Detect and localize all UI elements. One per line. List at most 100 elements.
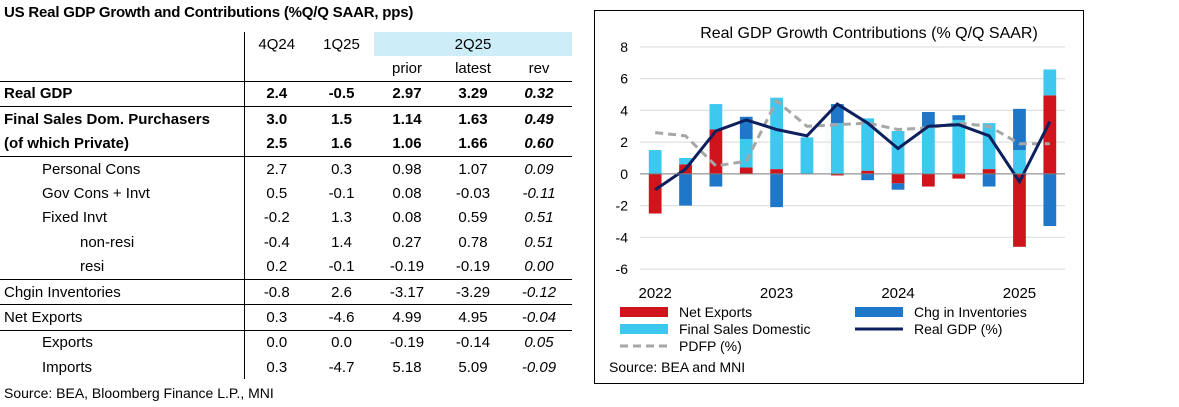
bar-net-exports (1043, 95, 1057, 174)
legend-label: Final Sales Domestic (679, 321, 811, 337)
legend-item: Final Sales Domestic (620, 321, 811, 337)
value-1q25: -0.5 (309, 81, 374, 108)
row-label: (of which Private) (0, 131, 245, 157)
table-row: Exports 0.0 0.0 -0.19 -0.14 0.05 (0, 330, 572, 356)
legend-label: Net Exports (679, 304, 752, 320)
table-row: Chgin Inventories -0.8 2.6 -3.17 -3.29 -0.12 (0, 279, 573, 306)
legend-label: Real GDP (%) (914, 321, 1002, 337)
table-row: Fixed Invt -0.2 1.3 0.08 0.59 0.51 (0, 205, 572, 231)
value-latest: 3.29 (440, 81, 506, 108)
table-row: Gov Cons + Invt 0.5 -0.1 0.08 -0.03 -0.11 (0, 181, 572, 206)
real-gdp-line (654, 102, 1052, 191)
value-rev: -0.11 (522, 185, 556, 203)
legend-item: Chg in Inventories (855, 304, 1027, 320)
value-prior: 4.99 (374, 304, 440, 331)
value-4q24: 0.3 (244, 304, 309, 331)
legend-label: Chg in Inventories (914, 304, 1027, 320)
value-1q25: 1.3 (331, 209, 352, 227)
value-prior: 0.08 (392, 209, 422, 227)
value-1q25: 2.6 (309, 279, 374, 306)
value-latest: 4.95 (440, 304, 506, 331)
value-4q24: 3.0 (266, 110, 288, 128)
value-latest: 1.63 (458, 110, 488, 128)
value-prior: -3.17 (374, 279, 440, 306)
bar-chg-in-inventories (1013, 108, 1026, 151)
y-tick-label: -4 (616, 229, 629, 245)
value-4q24: 0.2 (244, 254, 309, 280)
legend-label: PDFP (%) (679, 338, 742, 354)
row-label: resi (0, 254, 245, 280)
chart-title: Real GDP Growth Contributions (% Q/Q SAA… (700, 25, 1038, 42)
row-label: Net Exports (0, 304, 245, 331)
bar-final-sales-domestic (679, 158, 692, 165)
value-prior: -0.19 (389, 334, 425, 352)
value-4q24: 0.3 (266, 358, 288, 376)
bar-final-sales-domestic (739, 138, 753, 168)
value-latest: 0.78 (458, 233, 488, 251)
pdfp-line (655, 98, 1050, 168)
table-row: resi 0.2 -0.1 -0.19 -0.19 0.00 (0, 254, 573, 280)
table-source: Source: BEA, Bloomberg Finance L.P., MNI (4, 385, 274, 401)
value-rev: 0.00 (506, 254, 573, 280)
bar-chg-in-inventories (861, 173, 875, 181)
header-rev: rev (506, 56, 573, 82)
value-prior: 2.97 (374, 81, 440, 108)
bar-final-sales-domestic (830, 123, 844, 174)
y-tick-label: 2 (620, 134, 628, 150)
row-label: non-resi (0, 230, 245, 255)
y-tick-label: 0 (620, 166, 628, 182)
bar-final-sales-domestic (891, 131, 905, 174)
row-label: Imports (0, 355, 245, 380)
gdp-contributions-table: 4Q24 1Q25 2Q25 prior latest rev Real GDP… (0, 32, 573, 380)
x-tick-label: 2025 (1003, 285, 1036, 302)
bar-chg-in-inventories (679, 173, 692, 206)
value-rev: 0.60 (506, 131, 573, 157)
header-prior: prior (374, 56, 440, 82)
value-rev: 0.05 (524, 334, 554, 352)
value-prior: 0.08 (392, 185, 422, 203)
bar-final-sales-domestic (648, 150, 662, 174)
bar-net-exports (891, 173, 905, 184)
row-label: Fixed Invt (0, 205, 245, 231)
value-1q25: 0.0 (331, 334, 352, 352)
legend-item: Real GDP (%) (855, 321, 1002, 337)
y-tick-label: 4 (620, 102, 628, 118)
table-row: Real GDP 2.4 -0.5 2.97 3.29 0.32 (0, 81, 573, 108)
header-1q25: 1Q25 (323, 35, 360, 53)
table-row: Imports 0.3 -4.7 5.18 5.09 -0.09 (0, 355, 572, 380)
bar-final-sales-domestic (861, 118, 875, 171)
bar-net-exports (830, 173, 844, 176)
value-1q25: 0.3 (331, 160, 352, 178)
bar-net-exports (1013, 173, 1026, 247)
table-row: (of which Private) 2.5 1.6 1.06 1.66 0.60 (0, 131, 573, 157)
value-latest: -0.19 (440, 254, 506, 280)
bar-chg-in-inventories (1043, 173, 1057, 227)
value-rev: 0.49 (524, 110, 554, 128)
value-latest: 0.59 (458, 209, 488, 227)
table-row: Personal Cons 2.7 0.3 0.98 1.07 0.09 (0, 156, 572, 182)
value-rev: 0.32 (506, 81, 573, 108)
value-4q24: 0.0 (266, 334, 288, 352)
legend-swatch (620, 307, 668, 317)
row-label: Gov Cons + Invt (0, 181, 245, 206)
bar-chg-in-inventories (922, 112, 935, 128)
bar-final-sales-domestic (952, 119, 966, 174)
x-tick-label: 2022 (638, 285, 671, 302)
value-prior: 5.18 (392, 358, 422, 376)
bar-net-exports (861, 170, 875, 174)
row-label: Final Sales Dom. Purchasers (0, 106, 245, 132)
value-4q24: -0.4 (263, 233, 290, 251)
value-1q25: 1.4 (331, 233, 352, 251)
bar-chg-in-inventories (891, 183, 905, 190)
bar-net-exports (922, 173, 935, 187)
bar-final-sales-domestic (1013, 150, 1026, 174)
value-latest: -3.29 (440, 279, 506, 306)
value-latest: -0.03 (455, 185, 491, 203)
value-latest: 5.09 (458, 358, 488, 376)
value-latest: 1.66 (440, 131, 506, 157)
header-row-sub: prior latest rev (0, 56, 573, 82)
value-prior: 0.98 (392, 160, 422, 178)
legend-item: Net Exports (620, 304, 752, 320)
legend-swatch (620, 324, 668, 334)
bar-net-exports (952, 173, 966, 179)
